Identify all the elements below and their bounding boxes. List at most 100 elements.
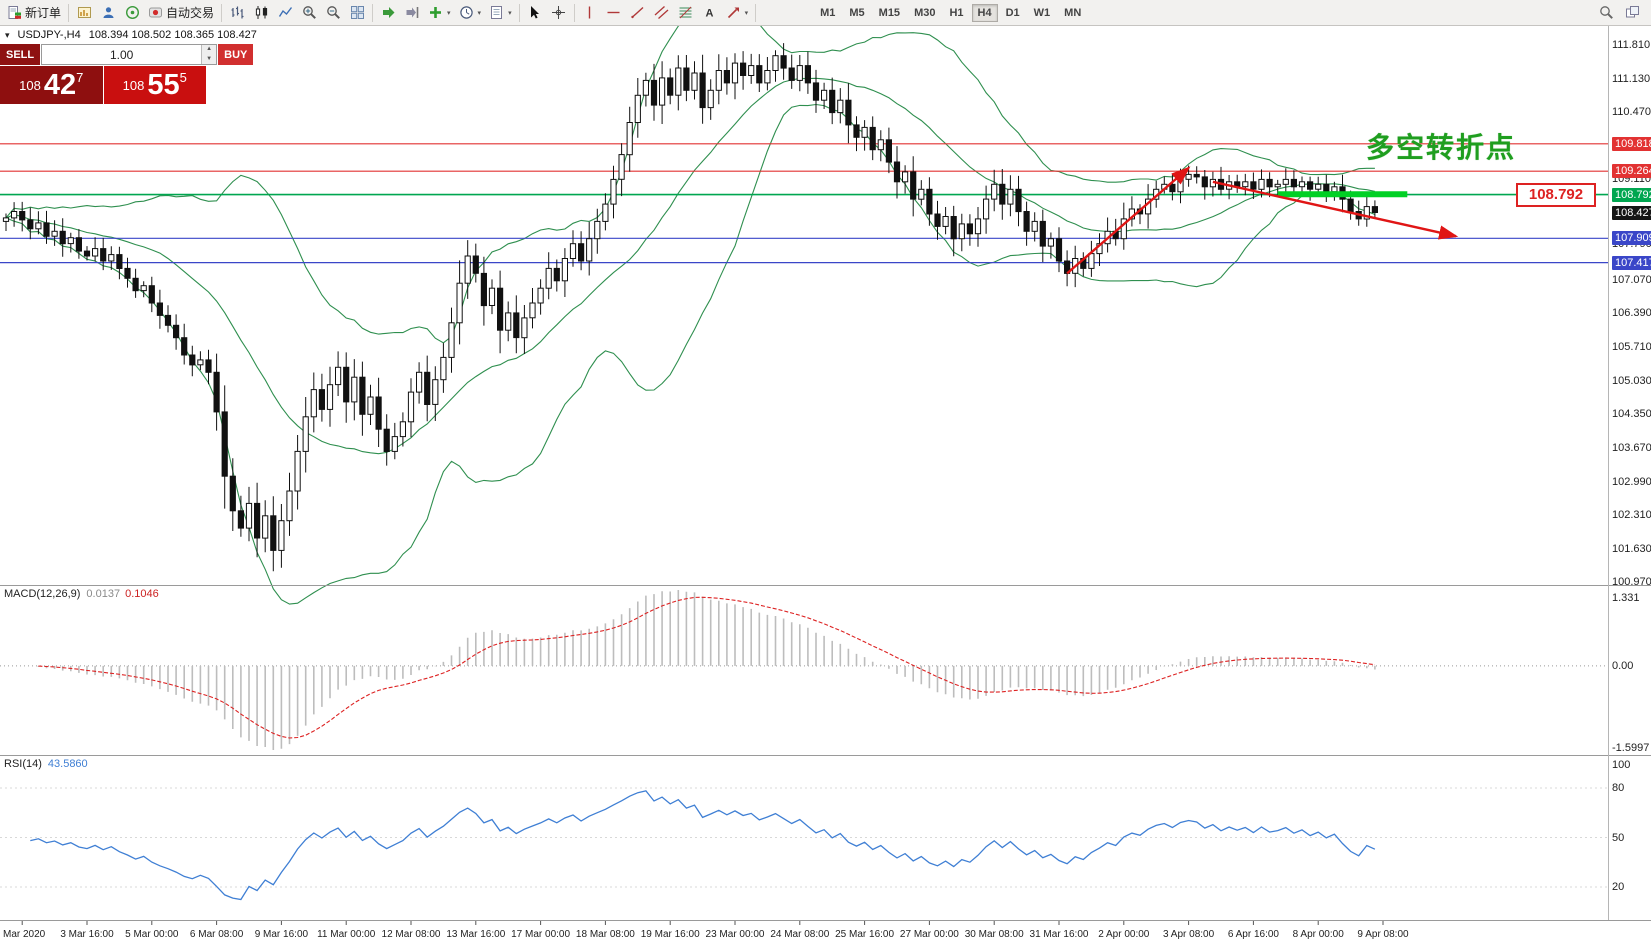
time-axis-label: 19 Mar 16:00 [640,929,700,940]
fibonacci-button[interactable] [674,2,698,24]
time-axis-label: 24 Mar 08:00 [770,929,830,940]
time-axis-label: 13 Mar 16:00 [446,929,506,940]
chart-ohlc-header: ▾ USDJPY-,H4 108.394 108.502 108.365 108… [5,29,257,41]
timeframe-m15[interactable]: M15 [873,4,906,22]
toolbar-separator [573,3,575,22]
price-label-annotation[interactable]: 108.792 [1516,183,1596,207]
price-marker-108792: 108.792 [1612,187,1651,202]
timeframe-w1[interactable]: W1 [1028,4,1057,22]
crosshair-button[interactable] [547,2,571,24]
rsi-axis-100: 100 [1612,759,1631,771]
panel-separators[interactable] [0,585,1651,921]
auto-scroll-button[interactable] [376,2,400,24]
text-button[interactable]: A [698,2,722,24]
new-order-button[interactable]: 新订单 [3,2,65,24]
trade-controls-row: SELL ▲ ▼ BUY [0,44,254,65]
candlestick-chart-button[interactable] [249,2,273,24]
rsi-name: RSI(14) [4,758,42,770]
trend-arrow-down[interactable] [1212,180,1459,240]
horizontal-line-button[interactable] [602,2,626,24]
line-chart-button[interactable] [273,2,297,24]
macd-axis-max: 1.331 [1612,592,1640,604]
periods-button[interactable]: ▾ [455,2,486,24]
timeframe-m1[interactable]: M1 [814,4,841,22]
toolbar: 新订单 自动交易 ▾ ▾ ▾ A ▾ M1 M5 M15 M30 H1 H4 D1 W1 MN [0,0,1651,26]
price-axis-label: 106.390 [1612,307,1651,320]
market-watch-button[interactable] [120,2,144,24]
time-axis-label: 9 Apr 08:00 [1357,929,1409,940]
time-axis-label: 2 Apr 00:00 [1098,929,1150,940]
sell-button[interactable]: SELL [0,44,41,65]
price-axis-label: 102.310 [1612,509,1651,522]
expand-triangle-icon[interactable]: ▾ [5,29,10,40]
zoom-out-button[interactable] [321,2,345,24]
profiles-button[interactable] [96,2,120,24]
macd-main-value: 0.0137 [86,588,121,600]
zoom-in-button[interactable] [297,2,321,24]
buy-price-point: 5 [179,70,187,85]
price-axis-label: 105.710 [1612,341,1651,354]
macd-axis-zero: 0.00 [1612,659,1634,672]
price-axis-label: 104.350 [1612,408,1651,421]
price-axis-label: 101.630 [1612,542,1651,555]
timeframe-m5[interactable]: M5 [843,4,870,22]
time-axis-label: 8 Apr 00:00 [1292,929,1344,940]
new-window-button[interactable] [1620,2,1644,24]
time-axis-label: 30 Mar 08:00 [964,929,1024,940]
volume-input[interactable] [42,45,202,64]
price-marker-109818: 109.818 [1612,136,1651,151]
cursor-button[interactable] [523,2,547,24]
timeframe-d1[interactable]: D1 [1000,4,1026,22]
trendline-button[interactable] [626,2,650,24]
vertical-line-button[interactable] [578,2,602,24]
time-axis-label: 5 Mar 00:00 [125,929,179,940]
candlesticks [2,43,1379,572]
volume-increase-button[interactable]: ▲ [202,45,217,55]
bar-chart-button[interactable] [225,2,249,24]
time-axis-label: 25 Mar 16:00 [835,929,895,940]
timeframe-h4[interactable]: H4 [971,3,998,22]
time-axis-label: 3 Mar 16:00 [60,929,114,940]
tile-windows-button[interactable] [345,2,369,24]
buy-price-display[interactable]: 108 55 5 [103,66,206,104]
buy-button[interactable]: BUY [218,44,254,65]
time-axis-ticks [21,921,1384,925]
timeframe-h1[interactable]: H1 [943,4,969,22]
price-marker-107417: 107.417 [1612,255,1651,270]
volume-decrease-button[interactable]: ▼ [202,54,217,64]
macd-panel [0,590,1608,750]
trend-arrow-up[interactable] [1066,166,1191,275]
time-axis-label: 11 Mar 00:00 [317,929,376,940]
search-button[interactable] [1594,2,1618,24]
price-axis-label: 111.130 [1612,72,1651,85]
toolbar-separator [221,3,223,22]
macd-signal-value: 0.1046 [125,588,159,600]
sell-price-figure: 108 [19,77,41,93]
arrows-button[interactable]: ▾ [722,2,753,24]
price-marker-107909: 107.909 [1612,231,1651,246]
time-axis-label: 23 Mar 00:00 [705,929,765,940]
svg-text:A: A [706,8,714,20]
price-axis-label: 107.070 [1612,273,1651,286]
sell-price-display[interactable]: 108 42 7 [0,66,103,104]
indicators-button[interactable]: ▾ [424,2,455,24]
price-marker-108427: 108.427 [1612,205,1651,220]
toolbar-separator [755,3,757,22]
chart-shift-button[interactable] [400,2,424,24]
timeframe-m30[interactable]: M30 [908,4,941,22]
rsi-axis-80: 80 [1612,782,1625,794]
equidistant-channel-button[interactable] [650,2,674,24]
templates-button[interactable]: ▾ [485,2,516,24]
time-axis-label: Mar 2020 [3,929,46,940]
new-chart-button[interactable] [72,2,96,24]
rsi-header: RSI(14) 43.5860 [4,758,88,770]
price-axis-label: 110.470 [1612,105,1651,118]
macd-axis-min: -1.5997 [1612,742,1650,754]
auto-trading-button[interactable]: 自动交易 [144,2,218,24]
timeframe-mn[interactable]: MN [1058,4,1087,22]
turning-point-annotation[interactable]: 多空转折点 [1366,132,1517,163]
